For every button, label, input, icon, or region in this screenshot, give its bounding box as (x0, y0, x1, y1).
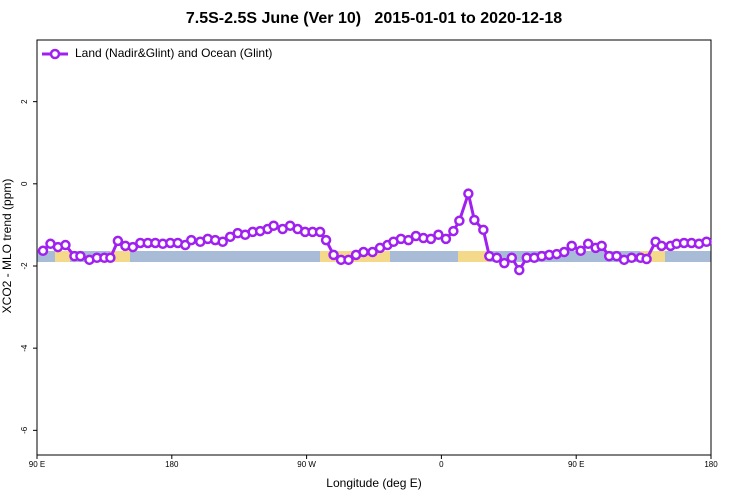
point (37, 245, 49, 257)
legend-marker (49, 48, 61, 60)
point (127, 241, 139, 253)
point (506, 252, 518, 264)
point (596, 240, 607, 252)
point (367, 246, 378, 258)
point (314, 226, 326, 238)
x-axis-label: Longitude (deg E) (326, 476, 421, 490)
point (60, 239, 71, 251)
x-tick-label: 180 (165, 460, 179, 469)
x-tick-label: 180 (704, 460, 718, 469)
point (403, 234, 414, 246)
point (463, 188, 474, 199)
y-tick-label: -4 (20, 344, 29, 352)
point (448, 225, 459, 237)
y-tick-label: 0 (20, 181, 29, 186)
y-axis-label: XCO2 - MLO trend (ppm) (0, 179, 14, 314)
point (491, 252, 503, 264)
point (701, 236, 712, 247)
x-tick-label: 90 E (29, 460, 45, 469)
y-tick-label: 2 (20, 99, 29, 104)
point (112, 235, 124, 247)
point (641, 253, 652, 265)
point (626, 252, 637, 264)
y-tick-label: -2 (20, 262, 29, 270)
point (425, 233, 437, 245)
point (343, 254, 354, 266)
point (328, 249, 339, 261)
point (320, 234, 332, 246)
x-tick-label: 90 E (568, 460, 584, 469)
point (186, 234, 197, 246)
point (478, 224, 489, 236)
point (358, 246, 369, 258)
point (499, 257, 510, 269)
point (105, 252, 116, 264)
point (433, 229, 444, 241)
point (454, 215, 465, 227)
point (440, 233, 452, 245)
point (582, 238, 594, 250)
y-tick-label: -6 (20, 426, 29, 434)
point (575, 245, 586, 257)
point (268, 220, 279, 231)
plot-frame (36, 39, 712, 456)
x-tick-label: 90 W (297, 460, 316, 469)
x-tick-label: 0 (439, 460, 444, 469)
point (217, 236, 228, 247)
point (558, 246, 570, 258)
point (656, 240, 667, 252)
legend-label: Land (Nadir&Glint) and Ocean (Glint) (75, 46, 272, 60)
point (566, 240, 577, 252)
point (514, 264, 525, 276)
point (469, 214, 480, 226)
point (75, 250, 86, 262)
chart-title: 7.5S-2.5S June (Ver 10) 2015-01-01 to 20… (186, 10, 562, 27)
